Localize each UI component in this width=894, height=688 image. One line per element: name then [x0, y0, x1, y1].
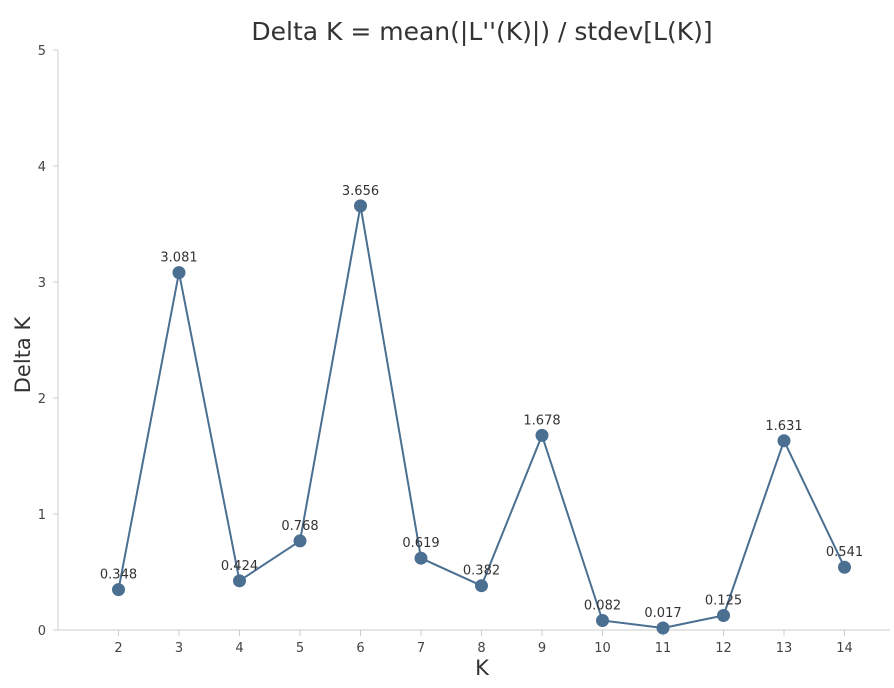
y-tick-label: 2 [38, 392, 46, 407]
data-point [414, 551, 428, 565]
x-tick-label: 11 [655, 641, 672, 656]
data-point [535, 428, 549, 442]
data-label: 0.541 [826, 545, 863, 560]
y-tick-label: 5 [38, 44, 46, 59]
x-tick-label: 9 [538, 641, 546, 656]
data-label: 0.382 [463, 564, 500, 579]
x-tick-label: 2 [114, 641, 122, 656]
data-label: 0.768 [281, 519, 318, 534]
data-label: 0.125 [705, 594, 742, 609]
data-point [838, 560, 851, 574]
data-point [475, 579, 488, 593]
y-tick-label: 4 [38, 160, 46, 175]
data-label: 0.017 [644, 606, 681, 621]
x-tick-label: 10 [594, 641, 611, 656]
series-group [112, 199, 851, 635]
data-point [717, 609, 730, 622]
data-label: 0.619 [402, 536, 439, 551]
data-point [233, 574, 246, 588]
x-tick-label: 6 [356, 641, 364, 656]
x-tick-label: 7 [417, 641, 425, 656]
data-label: 1.631 [765, 419, 802, 434]
data-label: 0.424 [221, 559, 258, 574]
y-tick-label: 0 [38, 624, 46, 639]
x-tick-label: 8 [477, 641, 485, 656]
chart-title: Delta K = mean(|L''(K)|) / stdev[L(K)] [251, 17, 712, 46]
data-label: 1.678 [523, 413, 560, 428]
x-tick-label: 13 [776, 641, 793, 656]
data-point [777, 434, 791, 448]
y-axis-title: Delta K [11, 316, 35, 394]
data-point [112, 583, 125, 597]
x-axis-ticks: 2 3 4 5 6 7 8 9 10 11 12 13 14 [114, 630, 853, 656]
y-tick-label: 3 [38, 276, 46, 291]
data-point [354, 199, 367, 213]
y-tick-label: 1 [38, 508, 46, 523]
x-axis-title: K [475, 656, 490, 680]
data-label: 3.656 [342, 184, 379, 199]
x-tick-label: 4 [235, 641, 243, 656]
x-tick-label: 5 [296, 641, 304, 656]
data-point [596, 613, 609, 627]
data-label: 0.082 [584, 598, 621, 613]
data-point [172, 266, 186, 280]
data-label: 0.348 [100, 568, 137, 583]
data-point [293, 534, 307, 548]
data-label: 3.081 [160, 251, 197, 266]
x-tick-label: 12 [715, 641, 732, 656]
x-tick-label: 14 [836, 641, 853, 656]
data-labels-group: 0.348 3.081 0.424 0.768 3.656 0.619 0.382 1.678… [100, 184, 863, 621]
data-point [656, 621, 670, 635]
x-tick-label: 3 [175, 641, 183, 656]
y-axis-ticks: 0 1 2 3 4 5 [38, 44, 58, 639]
